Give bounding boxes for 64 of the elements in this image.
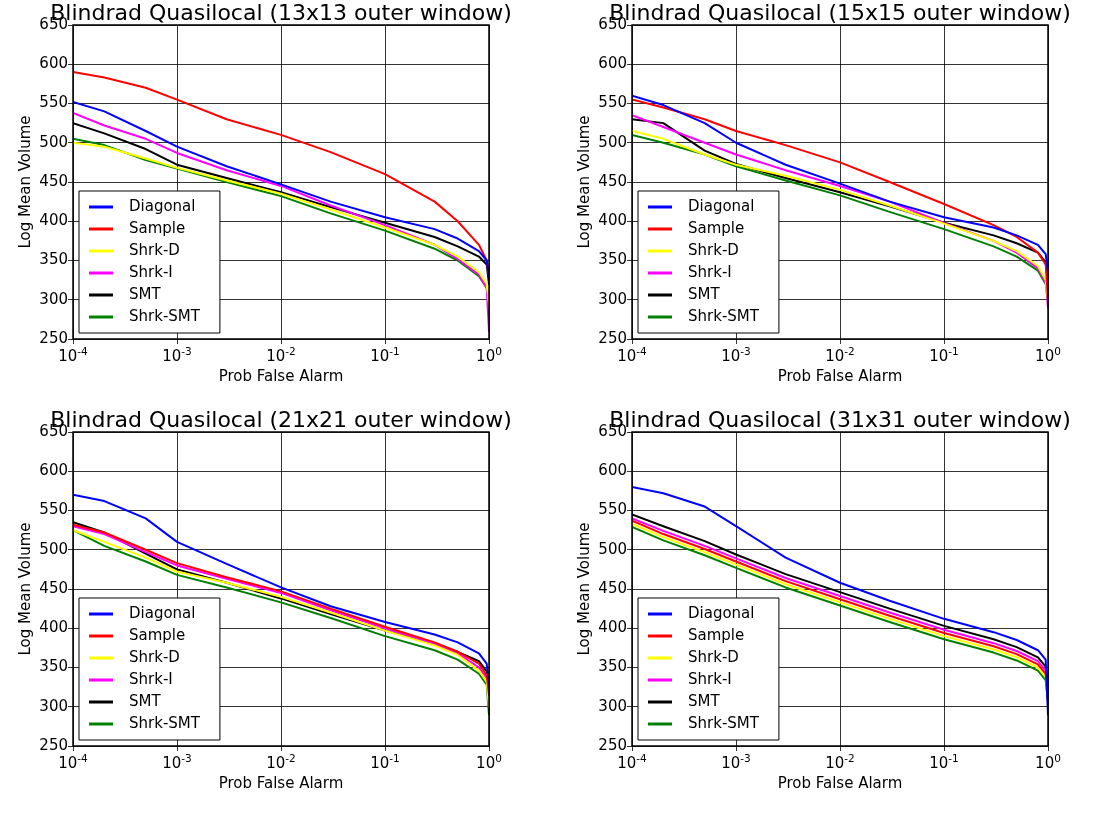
legend-label: SMT [688, 284, 721, 303]
y-tick-label: 500 [598, 539, 627, 558]
legend-label: Shrk-I [129, 669, 173, 688]
legend-label: SMT [129, 284, 162, 303]
legend-label: Shrk-SMT [688, 306, 760, 325]
x-axis-title: Prob False Alarm [218, 367, 344, 385]
legend-label: Diagonal [688, 196, 755, 215]
y-tick-label: 400 [598, 211, 627, 230]
y-tick-label: 350 [39, 657, 68, 676]
y-tick-label: 250 [598, 735, 627, 754]
y-tick-label: 250 [39, 328, 68, 347]
legend-label: Shrk-I [129, 262, 173, 281]
y-tick-label: 450 [39, 171, 68, 190]
legend-label: Shrk-D [129, 240, 180, 259]
legend-label: Diagonal [688, 603, 755, 622]
y-tick-label: 550 [39, 93, 68, 112]
y-tick-label: 250 [598, 328, 627, 347]
y-tick-label: 350 [598, 657, 627, 676]
legend-label: Shrk-D [688, 647, 739, 666]
legend-label: Shrk-D [688, 240, 739, 259]
y-tick-label: 600 [598, 461, 627, 480]
legend-label: SMT [129, 691, 162, 710]
y-tick-label: 300 [39, 289, 68, 308]
legend-label: Shrk-I [688, 262, 732, 281]
y-tick-label: 350 [598, 250, 627, 269]
y-tick-label: 600 [598, 54, 627, 73]
y-tick-label: 600 [39, 461, 68, 480]
y-tick-label: 600 [39, 54, 68, 73]
y-tick-label: 450 [39, 578, 68, 597]
y-tick-label: 400 [598, 618, 627, 637]
legend-label: Shrk-SMT [129, 713, 201, 732]
legend-label: Sample [688, 625, 745, 644]
legend-label: Diagonal [129, 603, 196, 622]
y-axis-title: Log Mean Volume [16, 115, 34, 249]
y-tick-label: 500 [39, 539, 68, 558]
y-tick-label: 300 [39, 696, 68, 715]
y-tick-label: 550 [598, 93, 627, 112]
x-axis-title: Prob False Alarm [777, 774, 903, 792]
y-tick-label: 400 [39, 618, 68, 637]
y-axis-title: Log Mean Volume [575, 115, 593, 249]
legend-label: SMT [688, 691, 721, 710]
legend-label: Sample [129, 625, 186, 644]
x-axis-title: Prob False Alarm [218, 774, 344, 792]
legend-label: Shrk-D [129, 647, 180, 666]
x-axis-title: Prob False Alarm [777, 367, 903, 385]
y-tick-label: 550 [39, 500, 68, 519]
y-tick-label: 350 [39, 250, 68, 269]
y-axis-title: Log Mean Volume [575, 522, 593, 656]
legend-label: Shrk-SMT [129, 306, 201, 325]
y-tick-label: 400 [39, 211, 68, 230]
y-tick-label: 450 [598, 171, 627, 190]
y-tick-label: 300 [598, 696, 627, 715]
y-tick-label: 300 [598, 289, 627, 308]
y-tick-label: 450 [598, 578, 627, 597]
y-tick-label: 500 [39, 132, 68, 151]
legend-label: Diagonal [129, 196, 196, 215]
y-tick-label: 500 [598, 132, 627, 151]
legend-label: Shrk-I [688, 669, 732, 688]
y-axis-title: Log Mean Volume [16, 522, 34, 656]
y-tick-label: 550 [598, 500, 627, 519]
legend-label: Sample [129, 218, 186, 237]
legend-label: Shrk-SMT [688, 713, 760, 732]
y-tick-label: 250 [39, 735, 68, 754]
legend-label: Sample [688, 218, 745, 237]
